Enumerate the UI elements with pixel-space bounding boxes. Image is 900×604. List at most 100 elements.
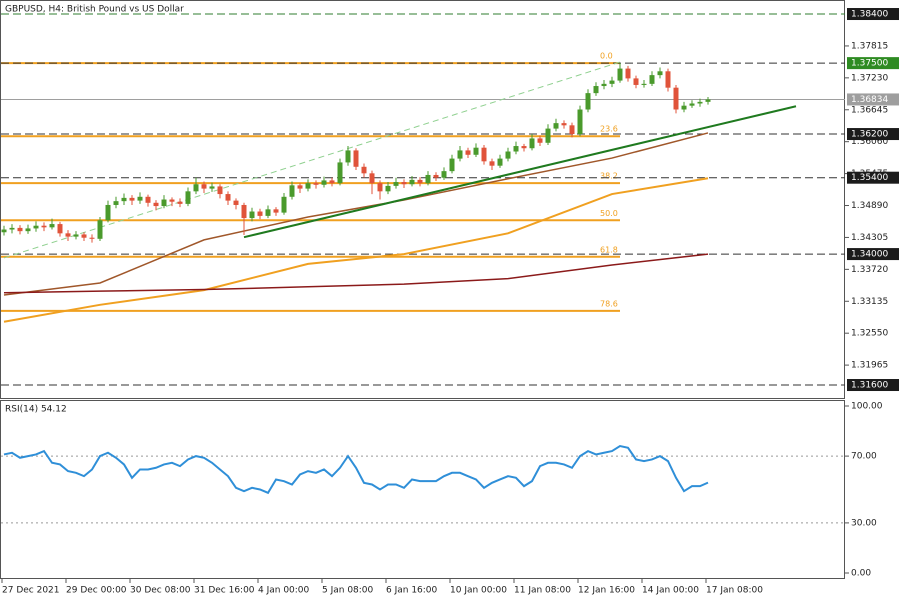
candle-body — [441, 171, 447, 178]
candle-body — [81, 234, 87, 238]
candle-body — [9, 227, 15, 230]
candle-body — [585, 93, 591, 110]
candle-body — [401, 182, 407, 185]
y-tick-label: 1.36060 — [851, 137, 888, 147]
candle-body — [57, 224, 63, 234]
x-tick-label: 27 Dec 2021 — [2, 586, 60, 596]
candle-body — [185, 191, 191, 204]
candle-body — [465, 150, 471, 155]
candle-body — [689, 103, 695, 106]
candle-body — [137, 196, 143, 201]
candle-body — [281, 196, 287, 213]
candle-body — [129, 197, 135, 201]
x-tick-label: 31 Dec 16:00 — [194, 586, 255, 596]
candle-body — [241, 204, 247, 219]
fib-label: 78.6 — [600, 299, 618, 308]
y-tick-label: 1.31965 — [851, 361, 888, 371]
candle-body — [65, 233, 71, 237]
candle-body — [305, 183, 311, 189]
x-tick-label: 29 Dec 00:00 — [66, 586, 127, 596]
candle-body — [513, 146, 519, 152]
level-label-box — [847, 93, 899, 106]
rsi-tick-label: 0.00 — [851, 569, 871, 579]
rsi-tick-label: 100.00 — [851, 402, 883, 412]
candle-body — [673, 87, 679, 110]
fib-label: 0.0 — [600, 52, 613, 61]
candle-body — [193, 184, 199, 192]
level-label: 1.35400 — [851, 173, 888, 183]
candle-body — [449, 158, 455, 172]
x-tick-label: 12 Jan 16:00 — [578, 586, 635, 596]
candle-body — [473, 147, 479, 155]
candle-body — [625, 68, 631, 79]
candle-body — [177, 201, 183, 204]
fib-label: 23.6 — [600, 125, 618, 134]
candle-body — [289, 185, 295, 197]
candle-body — [233, 200, 239, 205]
candle-body — [1, 229, 7, 233]
candle-body — [73, 234, 79, 237]
level-label-box — [847, 8, 899, 21]
rsi-line — [3, 445, 709, 495]
fib-label: 50.0 — [600, 209, 618, 218]
candle-body — [153, 202, 159, 207]
fib-label: 61.8 — [600, 245, 618, 254]
x-tick-label: 4 Jan 00:00 — [258, 586, 310, 596]
candle-body — [89, 237, 95, 239]
overlay-line — [3, 132, 709, 296]
candle-body — [505, 151, 511, 159]
overlay-line — [3, 253, 709, 294]
candle-body — [665, 71, 671, 88]
candle-body — [25, 228, 31, 232]
price-panel — [0, 0, 845, 399]
level-label-box — [847, 128, 899, 141]
level-label: 1.38400 — [851, 10, 888, 20]
candle-body — [409, 179, 415, 185]
candle-body — [33, 225, 39, 229]
level-label-box — [847, 57, 899, 70]
candle-body — [105, 204, 111, 221]
candle-body — [385, 185, 391, 192]
candle-body — [577, 109, 583, 135]
y-tick-label: 1.37230 — [851, 73, 888, 83]
candle-body — [217, 186, 223, 195]
level-label: 1.36834 — [851, 95, 888, 105]
candle-body — [257, 211, 263, 216]
candle-body — [329, 180, 335, 184]
candle-body — [697, 101, 703, 104]
level-label: 1.36200 — [851, 130, 888, 140]
level-label-box — [847, 379, 899, 392]
candle-body — [41, 225, 47, 228]
overlay-line — [3, 61, 621, 259]
rsi-tick-label: 70.00 — [851, 452, 877, 462]
x-tick-label: 17 Jan 08:00 — [706, 586, 763, 596]
y-tick-label: 1.33720 — [851, 265, 888, 275]
level-label: 1.34000 — [851, 250, 888, 260]
overlay-line — [3, 177, 709, 323]
y-tick-label: 1.36645 — [851, 105, 888, 115]
x-tick-label: 11 Jan 08:00 — [514, 586, 571, 596]
x-tick-label: 30 Dec 08:00 — [130, 586, 191, 596]
candle-body — [569, 125, 575, 135]
candle-body — [545, 128, 551, 143]
candle-body — [617, 68, 623, 81]
candle-body — [657, 71, 663, 76]
fib-label: 38.2 — [600, 172, 618, 181]
candle-body — [601, 83, 607, 87]
candle-body — [681, 105, 687, 110]
x-tick-label: 10 Jan 00:00 — [450, 586, 507, 596]
candle-body — [417, 179, 423, 184]
candle-body — [433, 174, 439, 178]
candle-body — [49, 224, 55, 228]
y-tick-label: 1.34890 — [851, 201, 888, 211]
candle-body — [297, 185, 303, 189]
x-tick-label: 6 Jan 16:00 — [386, 586, 438, 596]
y-tick-label: 1.33135 — [851, 297, 888, 307]
candle-body — [265, 209, 271, 216]
candle-body — [393, 182, 399, 186]
candle-body — [273, 209, 279, 213]
candle-body — [113, 201, 119, 205]
rsi-panel — [0, 400, 845, 579]
rsi-tick-label: 30.00 — [851, 518, 877, 528]
